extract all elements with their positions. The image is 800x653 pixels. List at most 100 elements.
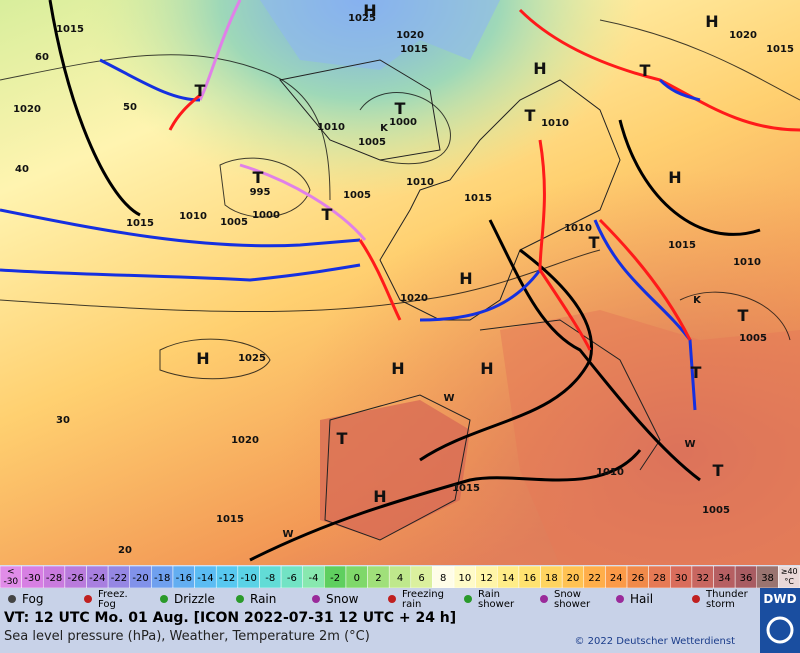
legend-icon xyxy=(84,595,92,603)
map-label: 1005 xyxy=(358,137,386,148)
map-label: 1015 xyxy=(126,218,154,229)
scale-label: 6 xyxy=(418,573,424,584)
scale-label: 26 xyxy=(631,573,644,584)
legend-label: shower xyxy=(478,599,515,610)
scale-label: 34 xyxy=(718,573,731,584)
map-label: H xyxy=(373,487,386,506)
legend-label: Snow xyxy=(554,589,581,600)
map-label: 1005 xyxy=(702,505,730,516)
map-label: T xyxy=(337,429,348,448)
map-label: 1015 xyxy=(216,514,244,525)
scale-label: -16 xyxy=(176,573,192,584)
map-label: T xyxy=(738,306,749,325)
map-label: 1020 xyxy=(231,435,259,446)
map-label: 50 xyxy=(123,102,137,113)
scale-label: 24 xyxy=(610,573,623,584)
scale-label: 30 xyxy=(675,573,688,584)
legend-label: rain xyxy=(402,599,421,610)
scale-label: 10 xyxy=(458,573,471,584)
scale-label: 0 xyxy=(354,573,360,584)
map-label: 1020 xyxy=(396,30,424,41)
scale-label: 4 xyxy=(397,573,403,584)
map-label: H xyxy=(196,349,209,368)
weather-legend: Fog Freez.Fog Drizzle Rain Snow FreezingrainR… xyxy=(8,589,749,610)
map-label: T xyxy=(589,233,600,252)
scale-label: 14 xyxy=(502,573,515,584)
scale-label: 28 xyxy=(653,573,666,584)
map-label: T xyxy=(395,99,406,118)
map-label: 60 xyxy=(35,52,49,63)
scale-label: -24 xyxy=(89,573,105,584)
map-label: 1025 xyxy=(348,13,376,24)
legend-icon xyxy=(236,595,244,603)
scale-label: -30 xyxy=(3,577,18,587)
scale-label: -22 xyxy=(111,573,127,584)
map-label: 1015 xyxy=(452,483,480,494)
map-label: T xyxy=(195,81,206,100)
map-label: 1000 xyxy=(389,117,417,128)
logo-icon xyxy=(766,616,794,644)
map-label: H xyxy=(480,359,493,378)
legend-label: Snow xyxy=(326,592,359,606)
scale-label: 8 xyxy=(440,573,446,584)
legend-label: Hail xyxy=(630,592,653,606)
map-label: T xyxy=(322,205,333,224)
map-label: 1010 xyxy=(406,177,434,188)
copyright: © 2022 Deutscher Wetterdienst xyxy=(574,636,735,647)
legend-label: Fog xyxy=(22,592,43,606)
legend-label: Rain xyxy=(250,592,276,606)
map-label: 1020 xyxy=(729,30,757,41)
legend-icon xyxy=(692,595,700,603)
map-label: W xyxy=(443,393,454,404)
color-scale: <-30 -30 -28 -26 -24 -22 -20 -18 -16 -14 -12 -10 -8-… xyxy=(0,565,800,589)
map-label: 1005 xyxy=(343,190,371,201)
scale-label: < xyxy=(7,567,15,577)
scale-label: -12 xyxy=(219,573,235,584)
description: Sea level pressure (hPa), Weather, Tempe… xyxy=(4,629,370,644)
scale-label: 38 xyxy=(761,573,774,584)
map-label: 1010 xyxy=(179,211,207,222)
scale-label: 20 xyxy=(567,573,580,584)
map-label: H xyxy=(363,1,376,20)
map-label: W xyxy=(282,529,293,540)
legend-icon xyxy=(388,595,396,603)
scale-label: -2 xyxy=(330,573,340,584)
map-label: 1015 xyxy=(668,240,696,251)
legend-label: Rain xyxy=(478,589,500,600)
scale-label: -4 xyxy=(309,573,319,584)
legend-icon xyxy=(160,595,168,603)
map-label: 1015 xyxy=(400,44,428,55)
legend-icon xyxy=(464,595,472,603)
map-label: 1010 xyxy=(564,223,592,234)
map-label: 1015 xyxy=(464,193,492,204)
legend-icon xyxy=(312,595,320,603)
scale-label: 18 xyxy=(545,573,558,584)
scale-label: 16 xyxy=(523,573,536,584)
map-label: T xyxy=(640,61,651,80)
scale-label: -26 xyxy=(68,573,84,584)
scale-label: 12 xyxy=(480,573,493,584)
map-label: W xyxy=(684,439,695,450)
map-label: 20 xyxy=(118,545,132,556)
scale-label: -20 xyxy=(132,573,148,584)
map-label: 1005 xyxy=(739,333,767,344)
scale-label: 2 xyxy=(375,573,381,584)
map-label: 1025 xyxy=(238,353,266,364)
map-label: 1010 xyxy=(541,118,569,129)
scale-label: °C xyxy=(784,577,794,586)
logo-text: DWD xyxy=(763,592,796,606)
map-labels: 1015 1020 40 50 60 H 1025 1020 1015 T T … xyxy=(13,1,794,556)
legend-icon xyxy=(540,595,548,603)
scale-label: -10 xyxy=(240,573,256,584)
map-label: H xyxy=(705,12,718,31)
legend-label: Thunder xyxy=(705,589,749,600)
map-label: H xyxy=(391,359,404,378)
map-label: 995 xyxy=(250,187,271,198)
scale-label: 32 xyxy=(696,573,709,584)
map-label: 1010 xyxy=(596,467,624,478)
legend-label: Freezing xyxy=(402,589,444,600)
scale-label: 22 xyxy=(588,573,601,584)
scale-label: -8 xyxy=(265,573,275,584)
map: 1015 1020 40 50 60 H 1025 1020 1015 T T … xyxy=(0,0,800,565)
